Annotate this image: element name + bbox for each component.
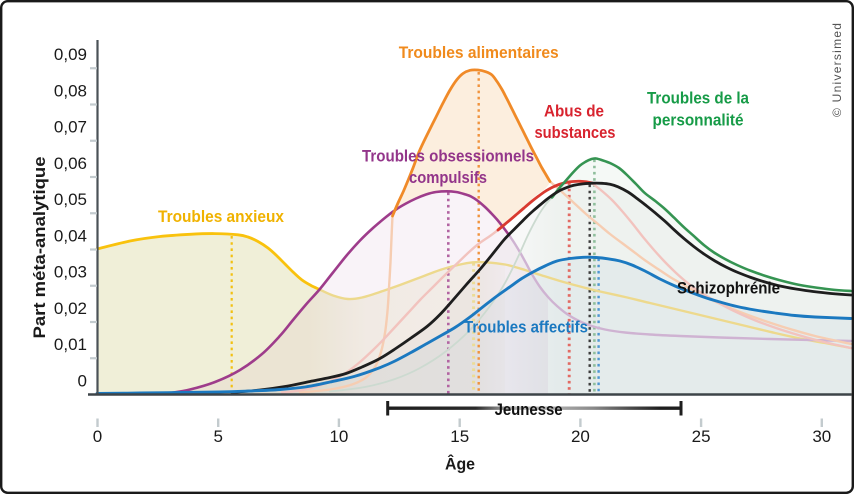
svg-text:Troubles de la: Troubles de la: [647, 88, 749, 107]
svg-text:Âge: Âge: [445, 454, 475, 473]
svg-text:0: 0: [93, 427, 102, 446]
svg-text:0,01: 0,01: [54, 335, 87, 354]
svg-text:30: 30: [812, 427, 831, 446]
svg-text:15: 15: [450, 427, 469, 446]
svg-text:Part méta-analytique: Part méta-analytique: [30, 157, 49, 339]
svg-text:0,02: 0,02: [54, 299, 87, 318]
svg-text:Jeunesse: Jeunesse: [495, 400, 563, 419]
svg-text:compulsifs: compulsifs: [409, 168, 487, 187]
svg-text:Abus de: Abus de: [544, 101, 604, 120]
svg-text:0: 0: [78, 371, 87, 390]
svg-text:Troubles obsessionnels: Troubles obsessionnels: [362, 146, 534, 165]
svg-text:25: 25: [692, 427, 711, 446]
svg-text:substances: substances: [535, 123, 616, 142]
svg-text:0,07: 0,07: [54, 118, 87, 137]
svg-text:Troubles anxieux: Troubles anxieux: [158, 207, 284, 226]
svg-text:0,06: 0,06: [54, 154, 87, 173]
svg-text:Troubles alimentaires: Troubles alimentaires: [399, 43, 559, 62]
svg-text:0,09: 0,09: [54, 45, 87, 64]
svg-text:0,05: 0,05: [54, 190, 87, 209]
svg-text:0,03: 0,03: [54, 263, 87, 282]
svg-text:10: 10: [329, 427, 348, 446]
svg-text:Schizophrénie: Schizophrénie: [677, 278, 780, 297]
svg-text:20: 20: [571, 427, 590, 446]
svg-text:0,04: 0,04: [54, 226, 87, 245]
svg-text:personnalité: personnalité: [653, 110, 744, 129]
svg-text:Troubles affectifs: Troubles affectifs: [464, 317, 588, 336]
svg-text:© Universimed: © Universimed: [830, 23, 844, 117]
svg-text:5: 5: [213, 427, 222, 446]
svg-text:0,08: 0,08: [54, 81, 87, 100]
